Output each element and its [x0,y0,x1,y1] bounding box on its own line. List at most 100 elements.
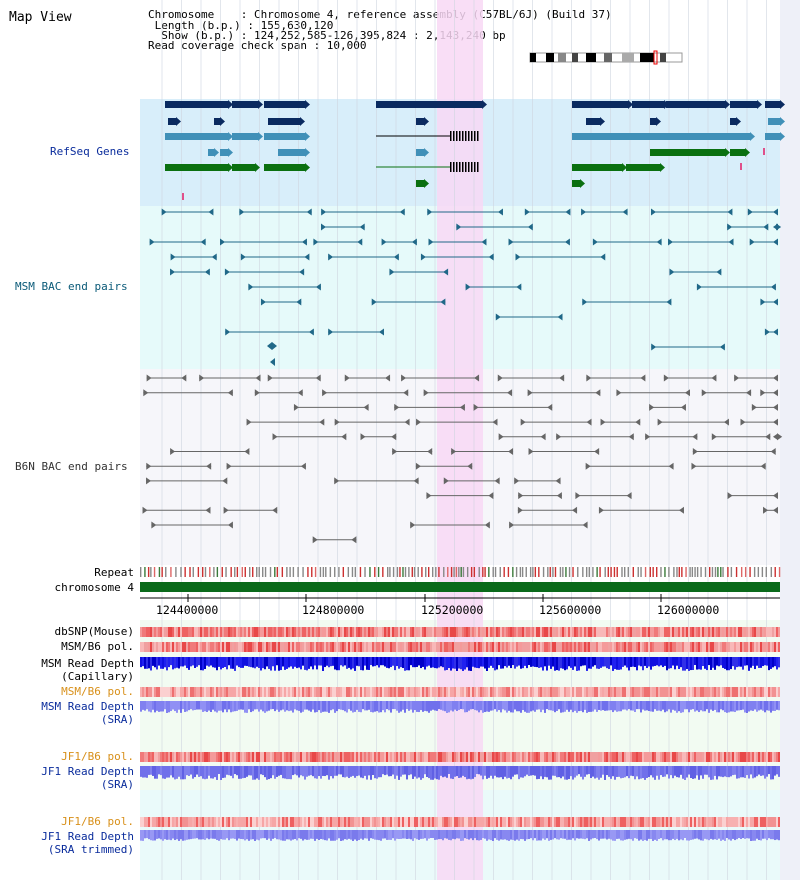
jf1-depth-trimmed-bar [394,830,396,841]
dbsnp-heat [176,627,178,637]
jf1-b6-pol-heat-2 [678,817,680,827]
jf1-depth-trimmed-bar [616,830,618,839]
jf1-b6-pol-heat [470,752,472,762]
msm-b6-pol-heat [556,642,558,652]
msm-depth-capillary-bar [734,657,736,670]
gene-strand-arrow [622,163,627,172]
jf1-depth-sra-bar [500,766,502,778]
msm-depth-sra-bar [648,701,650,712]
msm-b6-pol-heat [586,642,588,652]
jf1-b6-pol-heat-2 [528,817,530,827]
msm-depth-capillary-bar [352,657,354,669]
msm-depth-sra-bar [178,701,180,710]
msm-depth-capillary-bar [274,657,276,671]
msm-b6-pol-heat-2 [204,687,206,697]
repeat-element [717,567,719,577]
jf1-b6-pol-heat [188,752,190,762]
jf1-b6-pol-heat-2 [682,817,684,827]
dbsnp-heat [334,627,336,637]
msm-b6-pol-heat [456,642,458,652]
msm-b6-pol-heat [388,642,390,652]
repeat-element [175,567,177,577]
msm-depth-sra-bar [638,701,640,710]
jf1-b6-pol-heat [608,752,610,762]
msm-depth-sra-bar [444,701,446,712]
gene-strand-arrow [725,100,730,109]
jf1-b6-pol-heat-2 [276,817,278,827]
repeat-element [460,567,462,577]
jf1-depth-sra-bar [328,766,330,780]
msm-depth-sra-bar [700,701,702,711]
msm-b6-pol-heat-2 [486,687,488,697]
jf1-depth-sra-bar [520,766,522,778]
jf1-b6-pol-heat-2 [482,817,484,827]
jf1-b6-pol-heat [360,752,362,762]
jf1-b6-pol-heat [382,752,384,762]
jf1-b6-pol-heat-2 [766,817,768,827]
dbsnp-heat [616,627,618,637]
jf1-depth-sra-bar [314,766,316,779]
dbsnp-heat [420,627,422,637]
msm-b6-pol-heat [296,642,298,652]
dbsnp-heat [414,627,416,637]
msm-b6-pol-heat-2 [142,687,144,697]
jf1-b6-pol-heat [672,752,674,762]
repeat-element [351,567,354,577]
msm-depth-capillary-bar [262,657,264,669]
msm-depth-capillary-bar [222,657,224,668]
msm-depth-capillary-bar [722,657,724,668]
dbsnp-heat [700,627,702,637]
msm-b6-pol-heat-2 [510,687,512,697]
b6n-bac-pair-end [585,462,591,470]
msm-depth-capillary-bar [156,657,158,670]
jf1-b6-pol-heat [294,752,296,762]
jf1-depth-sra-bar [306,766,308,777]
b6n-bac-pair-end [146,477,152,485]
msm-b6-pol-heat-2 [718,687,720,697]
chromosome-bar [140,582,780,592]
jf1-depth-trimmed-bar [592,830,594,839]
repeat-element [722,567,724,577]
msm-b6-pol-heat [360,642,362,652]
jf1-b6-pol-heat-2 [492,817,494,827]
repeat-element [213,567,215,577]
msm-depth-sra-bar [726,701,728,713]
msm-b6-pol-heat [648,642,650,652]
dbsnp-heat [218,627,220,637]
jf1-depth-sra-bar [432,766,434,780]
msm-depth-sra-bar [434,701,436,711]
dbsnp-heat [522,627,524,637]
jf1-depth-sra-bar [776,766,778,775]
msm-depth-capillary-bar [758,657,760,668]
dbsnp-heat [716,627,718,637]
jf1-b6-pol-heat-2 [538,817,540,827]
msm-bac-pair-end [411,238,417,246]
dbsnp-heat [564,627,566,637]
msm-depth-capillary-bar [422,657,424,667]
msm-depth-sra-bar [428,701,430,713]
jf1-b6-pol-heat [416,752,418,762]
jf1-b6-pol-heat-2 [752,817,754,827]
repeat-element [447,567,449,577]
dbsnp-heat [398,627,400,637]
msm-b6-pol-heat-2 [660,687,662,697]
b6n-bac-pair-end [763,506,769,514]
msm-b6-pol-heat-2 [578,687,580,697]
repeat-element [696,567,699,577]
jf1-depth-sra-bar [584,766,586,777]
jf1-depth-trimmed-bar [526,830,528,840]
jf1-b6-pol-heat-2 [330,817,332,827]
jf1-depth-trimmed-bar [240,830,242,840]
jf1-depth-trimmed-bar [562,830,564,839]
jf1-depth-sra-bar [280,766,282,775]
jf1-b6-pol-heat-2 [222,817,224,827]
msm-b6-pol-heat [650,642,652,652]
jf1-depth-trimmed-bar [198,830,200,840]
msm-depth-capillary-bar [548,657,550,666]
jf1-b6-pol-heat-2 [512,817,514,827]
b6n-bac-pair-end [181,374,187,382]
msm-depth-capillary-bar [206,657,208,666]
jf1-b6-pol-heat-2 [734,817,736,827]
repeat-element [297,567,299,577]
